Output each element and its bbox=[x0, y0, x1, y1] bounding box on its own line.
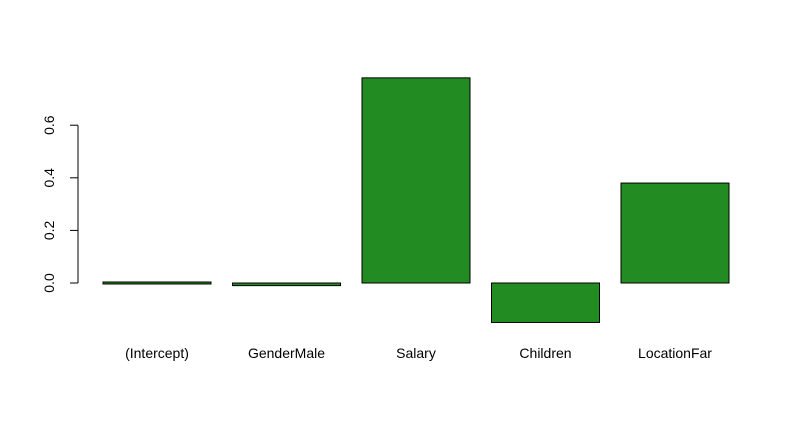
x-tick-label: Children bbox=[519, 345, 571, 361]
y-tick-label: 0.2 bbox=[41, 220, 57, 240]
bar-gendermale bbox=[232, 282, 341, 287]
x-tick-label: GenderMale bbox=[248, 345, 325, 361]
bar-children bbox=[491, 282, 600, 323]
x-tick-label: LocationFar bbox=[638, 345, 712, 361]
y-tick-label: 0.4 bbox=[41, 168, 57, 188]
y-tick-label: 0.0 bbox=[41, 273, 57, 293]
bar-locationfar bbox=[620, 182, 730, 284]
x-tick-label: Salary bbox=[396, 345, 436, 361]
x-axis-labels: (Intercept) GenderMale Salary Children Locat… bbox=[125, 345, 712, 361]
x-tick-label: (Intercept) bbox=[125, 345, 189, 361]
y-tick-label: 0.6 bbox=[41, 115, 57, 135]
bar-salary bbox=[361, 77, 471, 284]
bar-intercept bbox=[102, 281, 212, 285]
y-axis: 0.0 0.2 0.4 0.6 bbox=[41, 115, 79, 293]
bars-group bbox=[102, 77, 730, 323]
